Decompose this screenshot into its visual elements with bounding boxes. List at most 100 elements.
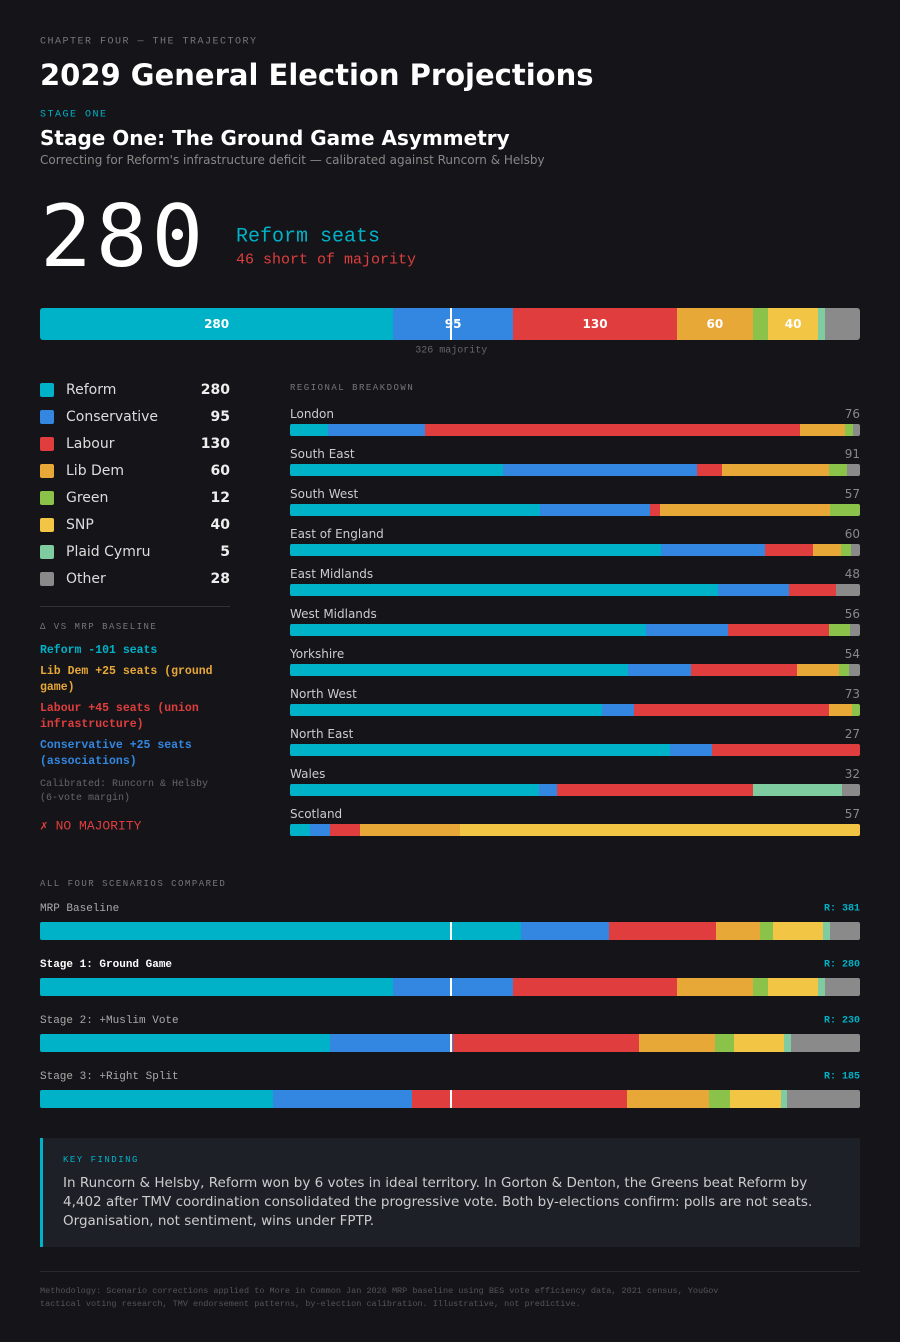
- region-label: South West: [290, 487, 359, 501]
- delta-item: Labour +45 seats (union infrastructure): [40, 702, 199, 731]
- legend-swatch: [40, 545, 54, 559]
- bar-segment: [650, 504, 660, 516]
- majority-line: [450, 308, 453, 340]
- legend-swatch: [40, 410, 54, 424]
- delta-item: Reform -101 seats: [40, 644, 158, 657]
- bar-segment: 95: [393, 308, 514, 340]
- stacked-bar: [40, 1090, 860, 1108]
- bar-segment: [733, 1034, 785, 1052]
- legend-label: Reform: [66, 382, 117, 398]
- stacked-bar: [290, 624, 860, 636]
- bar-segment: 60: [677, 308, 753, 340]
- bar-segment: [290, 664, 628, 676]
- bar-segment: [290, 464, 503, 476]
- bar-segment: [765, 544, 813, 556]
- bar-segment: 280: [40, 308, 394, 340]
- legend-label: Conservative: [66, 409, 159, 425]
- stacked-bar: [290, 664, 860, 676]
- bar-segment: [290, 824, 310, 836]
- bar-segment: [627, 664, 692, 676]
- legend-swatch: [40, 437, 54, 451]
- hero-number: 280: [40, 187, 208, 287]
- segment-label: 280: [204, 317, 230, 331]
- scenario-label: Stage 2: +Muslim Vote: [40, 1015, 179, 1027]
- bar-segment: [697, 464, 723, 476]
- majority-line: [450, 978, 453, 996]
- bar-segment: [290, 584, 718, 596]
- section-title: ALL FOUR SCENARIOS COMPARED: [40, 879, 227, 889]
- region-label: Yorkshire: [290, 647, 345, 661]
- legend-label: Labour: [66, 436, 115, 452]
- bar-segment: [847, 464, 860, 476]
- stacked-bar: [290, 704, 860, 716]
- bar-segment: [752, 978, 768, 996]
- bar-segment: [838, 664, 850, 676]
- bar-segment: [850, 544, 860, 556]
- bar-segment: [540, 504, 650, 516]
- bar-segment: [360, 824, 460, 836]
- bar-segment: [670, 744, 713, 756]
- page-title: 2029 General Election Projections: [40, 58, 594, 92]
- footer-text: Methodology: Scenario corrections applie…: [40, 1286, 719, 1309]
- bar-segment: [830, 504, 860, 516]
- legend-swatch: [40, 464, 54, 478]
- scenario-label: Stage 3: +Right Split: [40, 1071, 179, 1083]
- region-total: 57: [844, 487, 860, 501]
- stacked-bar: [290, 464, 860, 476]
- subtitle: Stage One: The Ground Game Asymmetry: [40, 126, 510, 150]
- bar-segment: [40, 978, 394, 996]
- legend-value: 28: [210, 571, 230, 587]
- description: Correcting for Reform's infrastructure d…: [40, 153, 545, 167]
- bar-segment: [393, 978, 514, 996]
- bar-segment: 130: [513, 308, 678, 340]
- bar-segment: [608, 922, 717, 940]
- bar-segment: [767, 978, 819, 996]
- legend-swatch: [40, 572, 54, 586]
- separator: [40, 606, 230, 607]
- bar-segment: [330, 1034, 453, 1052]
- bar-segment: [753, 784, 843, 796]
- bar-segment: [772, 922, 824, 940]
- bar-segment: [727, 624, 830, 636]
- hero-note: 46 short of majority: [236, 251, 417, 269]
- bar-segment: 40: [767, 308, 819, 340]
- bar-segment: [327, 424, 425, 436]
- bar-segment: [841, 544, 851, 556]
- region-label: North East: [290, 727, 354, 741]
- bar-segment: [845, 424, 853, 436]
- scenario-summary: R: 230: [823, 1015, 860, 1027]
- legend-value: 40: [210, 517, 230, 533]
- bar-segment: [290, 744, 670, 756]
- delta-item: Lib Dem +25 seats (ground game): [40, 665, 213, 694]
- region-total: 56: [844, 607, 860, 621]
- bar-segment: [330, 824, 360, 836]
- bar-segment: [730, 1090, 781, 1108]
- legend-label: Green: [66, 490, 109, 506]
- bar-segment: [660, 504, 830, 516]
- bar-segment: [829, 922, 860, 940]
- bar-segment: [788, 584, 837, 596]
- bar-segment: [633, 704, 829, 716]
- bar-segment: [40, 1034, 331, 1052]
- stacked-bar: [290, 584, 860, 596]
- bar-segment: [780, 1090, 787, 1108]
- bar-segment: [800, 424, 845, 436]
- legend-label: Plaid Cymru: [66, 544, 151, 560]
- bar-segment: [691, 664, 797, 676]
- bar-segment: [790, 1034, 860, 1052]
- bar-segment: [290, 424, 328, 436]
- legend-value: 130: [200, 436, 230, 452]
- region-label: Wales: [290, 767, 326, 781]
- stacked-bar: [290, 784, 860, 796]
- bar-segment: [714, 1034, 734, 1052]
- region-total: 54: [844, 647, 860, 661]
- bar-segment: [852, 704, 860, 716]
- bar-segment: [829, 624, 850, 636]
- delta-title: Δ VS MRP BASELINE: [40, 622, 158, 632]
- bar-segment: [677, 978, 753, 996]
- bar-segment: [290, 704, 603, 716]
- stacked-bar: 280 95 130 60 40: [40, 308, 860, 340]
- bar-segment: [786, 1090, 860, 1108]
- bar-segment: [823, 922, 830, 940]
